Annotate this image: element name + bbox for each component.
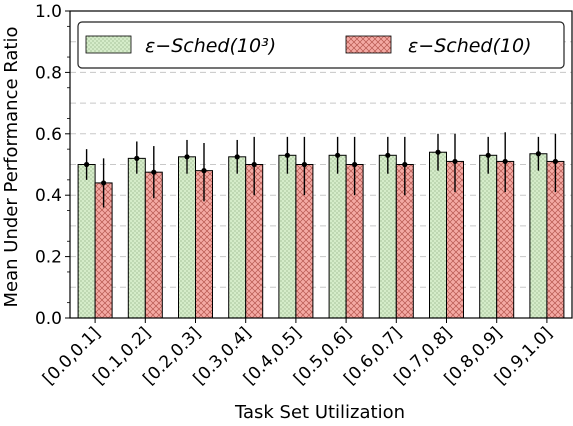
bar-series-1 xyxy=(328,154,347,319)
mean-marker xyxy=(84,161,90,168)
mean-marker xyxy=(251,161,257,168)
bar-series-1 xyxy=(228,156,247,319)
legend: ε−Sched(10³) ε−Sched(10) xyxy=(77,21,565,69)
mean-marker xyxy=(385,152,391,158)
y-axis-title: Mean Under Performance Ratio xyxy=(1,27,22,308)
y-tick-label: 0.0 xyxy=(35,309,62,329)
bar-series-1 xyxy=(178,156,196,319)
legend-label-series-1: ε−Sched(10³) xyxy=(145,35,276,57)
bar-series-1 xyxy=(278,154,297,319)
mean-marker xyxy=(435,149,441,155)
x-axis-title: Task Set Utilization xyxy=(234,402,405,423)
mean-marker xyxy=(184,154,190,160)
mean-marker xyxy=(151,169,157,175)
bar-series-1 xyxy=(529,153,548,319)
error-bars xyxy=(84,132,559,208)
mean-marker xyxy=(201,168,207,174)
mean-marker xyxy=(284,152,290,158)
legend-swatch-series-1 xyxy=(85,35,132,54)
x-axis: [0.0,0.1][0.1,0.2][0.2,0.3][0.3,0.4][0.4… xyxy=(39,318,556,389)
mean-marker xyxy=(402,161,408,168)
y-axis: 0.0 0.2 0.4 0.6 0.8 1.0 xyxy=(35,2,70,329)
legend-swatch-series-2 xyxy=(345,35,392,54)
y-tick-label: 1.0 xyxy=(35,2,62,22)
y-tick-label: 0.2 xyxy=(35,248,62,268)
mean-marker xyxy=(134,155,140,161)
mean-marker xyxy=(101,180,107,186)
plot-frame xyxy=(69,10,573,319)
bar-series-1 xyxy=(479,154,498,319)
mean-marker xyxy=(535,151,542,157)
mean-marker xyxy=(335,152,341,158)
bar-series-1 xyxy=(77,164,96,319)
legend-label-series-2: ε−Sched(10) xyxy=(408,35,532,57)
mean-marker xyxy=(502,158,508,165)
mean-marker xyxy=(552,158,559,165)
mean-marker xyxy=(234,154,240,160)
mean-marker xyxy=(352,161,358,168)
mean-marker xyxy=(452,158,458,165)
mean-marker xyxy=(301,161,307,168)
bar-series-1 xyxy=(127,157,146,319)
bar-series-1 xyxy=(429,151,447,319)
y-tick-label: 0.8 xyxy=(35,63,62,83)
legend-frame xyxy=(77,21,565,69)
y-tick-label: 0.4 xyxy=(35,186,62,206)
bar-series-1 xyxy=(378,154,397,319)
y-tick-label: 0.6 xyxy=(35,125,62,145)
mean-marker xyxy=(485,152,491,158)
bars xyxy=(77,151,565,319)
